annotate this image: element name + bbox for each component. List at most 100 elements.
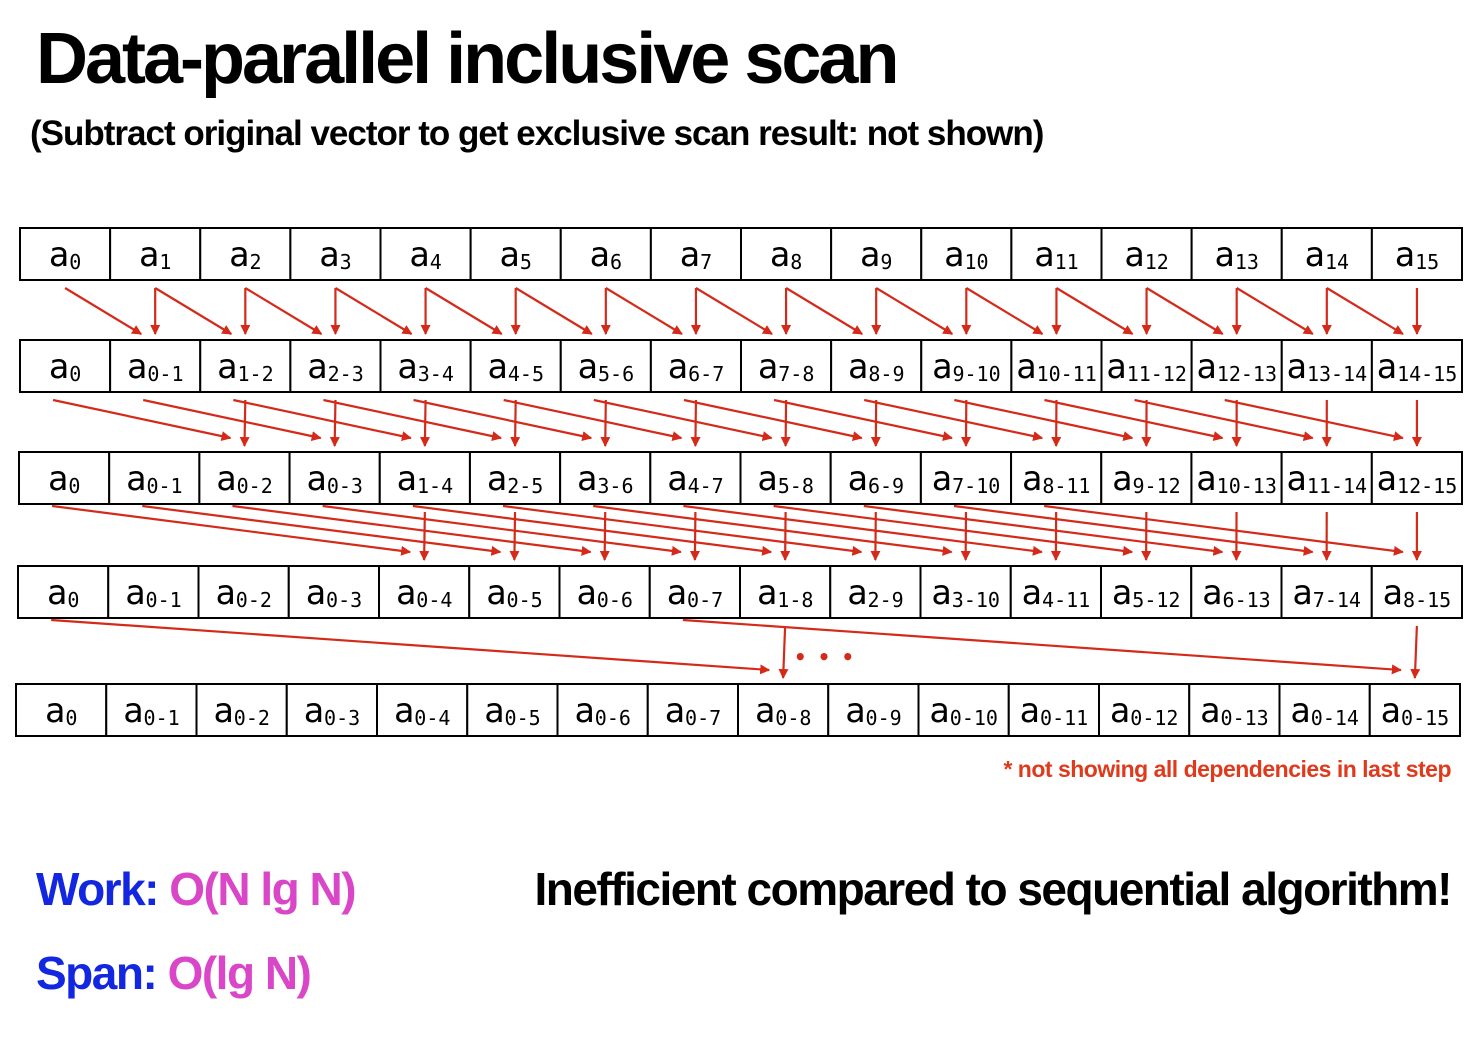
- scan-cell-box: [1280, 565, 1373, 619]
- scan-cell-label: a3-10: [931, 573, 1000, 613]
- scan-cell-label: a7-10: [932, 459, 1001, 499]
- scan-cell-label: a8-15: [1383, 573, 1452, 613]
- scan-cell-box: [1010, 227, 1103, 281]
- scan-cell-label: a0-3: [306, 459, 363, 499]
- scan-cell: a0-1: [109, 339, 202, 393]
- scan-cell: a8-9: [830, 339, 923, 393]
- scan-cell-box: [107, 565, 200, 619]
- scan-cell-label: a0-11: [1020, 691, 1089, 731]
- scan-cell: a0: [19, 227, 112, 281]
- scan-cell: a0-1: [107, 565, 200, 619]
- scan-cell-label: a3: [319, 235, 352, 275]
- scan-cell-box: [1278, 683, 1371, 737]
- scan-cell-label: a8: [770, 235, 803, 275]
- dependency-arrow: [419, 399, 430, 447]
- scan-cell-label: a10-11: [1016, 347, 1097, 387]
- dependency-arrow: [154, 287, 233, 335]
- scan-cell-box: [105, 683, 198, 737]
- scan-cell-label: a0-1: [123, 691, 180, 731]
- scan-cell-label: a2: [229, 235, 262, 275]
- scan-cell: a8-15: [1370, 565, 1463, 619]
- scan-rows: a0 a1 a2 a3 a4 a5 a6 a7 a8 a9 a10 a11 a12 a13 a14 a15 a0…: [15, 227, 1463, 737]
- dependency-arrow: [773, 398, 953, 442]
- scan-cell-box: [1100, 451, 1193, 505]
- scan-cell-box: [289, 339, 382, 393]
- scan-cell: a14: [1280, 227, 1373, 281]
- scan-cell-box: [1100, 565, 1193, 619]
- scan-cell-label: a6: [590, 235, 623, 275]
- scan-cell: a3-6: [559, 451, 652, 505]
- scan-cell-label: a0-7: [667, 573, 724, 613]
- dependency-arrow: [510, 399, 521, 447]
- scan-cell-label: a0-2: [215, 573, 272, 613]
- scan-cell: a12: [1100, 227, 1193, 281]
- scan-cell: a4-5: [469, 339, 562, 393]
- scan-cell-box: [1188, 683, 1281, 737]
- scan-cell-label: a4-5: [487, 347, 544, 387]
- scan-cell: a5-6: [559, 339, 652, 393]
- scan-cell: a11: [1010, 227, 1103, 281]
- dependency-arrow: [683, 504, 1043, 556]
- dependency-arrow: [1326, 287, 1404, 335]
- scan-cell: a8: [740, 227, 833, 281]
- scan-cell-box: [1280, 339, 1373, 393]
- dependency-arrow: [413, 398, 593, 442]
- scan-cell-box: [740, 227, 833, 281]
- dependency-arrow: [142, 504, 502, 556]
- scan-cell-box: [17, 565, 110, 619]
- scan-cell-label: a1-2: [217, 347, 274, 387]
- scan-cell-box: [559, 451, 652, 505]
- dependency-arrow: [1044, 398, 1224, 442]
- scan-cell: a9: [830, 227, 923, 281]
- dependency-arrow: [503, 398, 683, 442]
- scan-cell-label: a6-13: [1202, 573, 1271, 613]
- scan-cell-label: a12-15: [1377, 459, 1458, 499]
- scan-cell: a0-8: [737, 683, 830, 737]
- scan-cell: a8-11: [1010, 451, 1103, 505]
- scan-cell: a11-12: [1100, 339, 1193, 393]
- scan-cell-label: a7-8: [758, 347, 815, 387]
- scan-cell-label: a5-8: [757, 459, 814, 499]
- dependency-arrow: [1044, 504, 1404, 556]
- efficiency-remark: Inefficient compared to sequential algor…: [534, 863, 1452, 915]
- scan-cell-box: [1280, 451, 1373, 505]
- scan-cell-box: [376, 683, 469, 737]
- scan-cell: a7-10: [919, 451, 1013, 505]
- scan-cell-box: [1009, 565, 1102, 619]
- scan-cell: a6: [559, 227, 652, 281]
- scan-cell-label: a2-5: [487, 459, 544, 499]
- dependency-arrow: [1410, 625, 1421, 679]
- dependency-note: * not showing all dependencies in last s…: [1003, 756, 1451, 782]
- scan-cell-label: a9-12: [1112, 459, 1181, 499]
- scan-cell-label: a4-11: [1022, 573, 1091, 613]
- ellipsis: • • •: [794, 645, 856, 669]
- scan-cell-label: a2-9: [847, 573, 904, 613]
- scan-cell-box: [468, 451, 562, 505]
- scan-cell-box: [558, 565, 651, 619]
- scan-cell-label: a0-6: [576, 573, 633, 613]
- scan-cell-label: a5-6: [578, 347, 635, 387]
- scan-cell: a1-8: [739, 565, 832, 619]
- scan-cell-label: a0-5: [484, 691, 541, 731]
- dependency-arrow: [695, 287, 773, 335]
- scan-cell: a6-9: [829, 451, 922, 505]
- scan-cell-box: [1190, 227, 1283, 281]
- scan-cell-label: a8-11: [1022, 459, 1091, 499]
- dependency-arrow: [785, 287, 864, 335]
- scan-cell-box: [1370, 227, 1463, 281]
- scan-cell-label: a1: [139, 235, 172, 275]
- scan-cell: a10: [920, 227, 1013, 281]
- scan-cell: a0-7: [646, 683, 739, 737]
- scan-cell-label: a5-12: [1112, 573, 1181, 613]
- work-value: O(N lg N): [169, 863, 356, 915]
- dependency-arrow: [600, 399, 611, 447]
- scan-cell-box: [1370, 565, 1463, 619]
- dependency-arrow: [424, 287, 503, 335]
- scan-cell-label: a10: [944, 235, 989, 275]
- scan-cell: a0-9: [827, 683, 920, 737]
- scan-cell-label: a0-13: [1200, 691, 1269, 731]
- scan-cell-label: a12-13: [1196, 347, 1277, 387]
- scan-cell-label: a0-14: [1290, 691, 1359, 731]
- scan-cell-box: [199, 339, 292, 393]
- scan-cell: a6-13: [1190, 565, 1283, 619]
